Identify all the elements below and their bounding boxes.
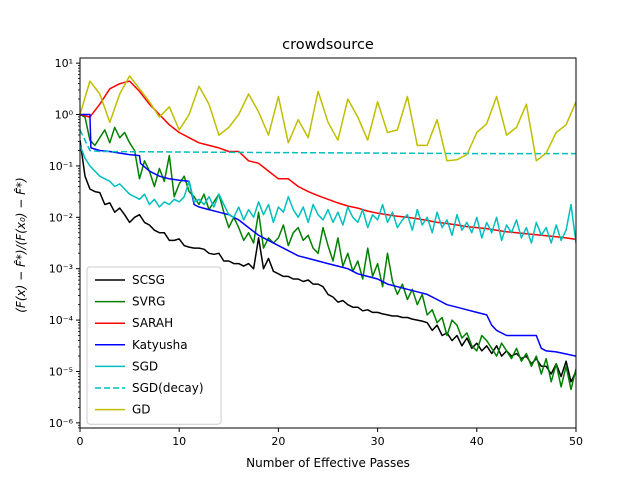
series-line-gd <box>80 75 576 162</box>
series-line-katyusha <box>80 113 576 357</box>
y-tick-label: 10⁻⁶ <box>49 417 74 430</box>
legend-label-gd: GD <box>132 403 151 417</box>
legend-box <box>86 266 222 425</box>
legend-label-scsg: SCSG <box>132 273 165 287</box>
legend-label-sarah: SARAH <box>132 316 173 330</box>
x-tick-label: 30 <box>371 435 385 448</box>
y-tick-label: 10⁻² <box>49 211 73 224</box>
x-tick-label: 10 <box>172 435 186 448</box>
y-tick-label: 10⁻⁴ <box>49 314 74 327</box>
series-line-sgd <box>80 145 576 244</box>
x-axis-label: Number of Effective Passes <box>246 456 410 470</box>
x-tick-label: 0 <box>77 435 84 448</box>
legend-label-sgd-decay: SGD(decay) <box>132 381 204 395</box>
legend-label-svrg: SVRG <box>132 295 165 309</box>
legend-label-sgd: SGD <box>132 359 158 373</box>
y-tick-label: 10⁻⁵ <box>49 365 73 378</box>
y-axis: 10¹ 10⁰ 10⁻¹ 10⁻² 10⁻³ 10⁻⁴ 10⁻⁵ 10⁻⁶ <box>49 57 80 430</box>
y-tick-label: 10⁻³ <box>49 263 73 276</box>
y-tick-label: 10⁰ <box>55 109 74 122</box>
x-axis: 0 10 20 30 40 50 <box>77 428 583 448</box>
axes-frame <box>79 57 577 429</box>
x-tick-label: 50 <box>569 435 583 448</box>
x-tick-label: 20 <box>271 435 285 448</box>
x-tick-label: 40 <box>470 435 484 448</box>
y-tick-label: 10¹ <box>55 57 73 70</box>
y-tick-label: 10⁻¹ <box>49 160 73 173</box>
plot-area <box>80 75 576 391</box>
legend: SCSG SVRG SARAH Katyusha SGD SGD(decay) GD <box>86 266 222 425</box>
legend-label-katyusha: Katyusha <box>132 338 188 352</box>
chart-title: crowdsource <box>282 37 374 53</box>
y-axis-label: (F(x) − F̂*)/(F(x₀) − F̂*) <box>14 177 28 313</box>
